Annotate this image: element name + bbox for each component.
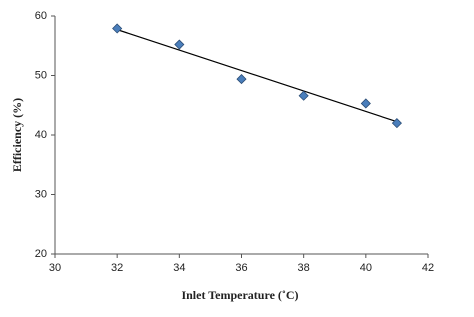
- point: [174, 39, 185, 50]
- x-tick-label: 32: [111, 262, 123, 274]
- point: [391, 118, 402, 129]
- y-tick-label: 50: [35, 69, 47, 81]
- x-tick-label: 30: [49, 262, 61, 274]
- point: [298, 90, 309, 101]
- x-axis-title: Inlet Temperature (˚C): [181, 288, 298, 302]
- y-tick-label: 20: [35, 248, 47, 260]
- y-tick-label: 40: [35, 129, 47, 141]
- point: [236, 74, 247, 85]
- point: [360, 98, 371, 109]
- point: [112, 23, 123, 34]
- trendline: [116, 29, 398, 123]
- y-tick-label: 30: [35, 188, 47, 200]
- x-tick-label: 42: [422, 262, 434, 274]
- y-axis-title: Efficiency (%): [10, 98, 24, 172]
- x-tick-label: 34: [173, 262, 185, 274]
- x-tick-label: 40: [360, 262, 372, 274]
- x-tick-label: 38: [298, 262, 310, 274]
- x-tick-label: 36: [235, 262, 247, 274]
- y-tick-label: 60: [35, 10, 47, 22]
